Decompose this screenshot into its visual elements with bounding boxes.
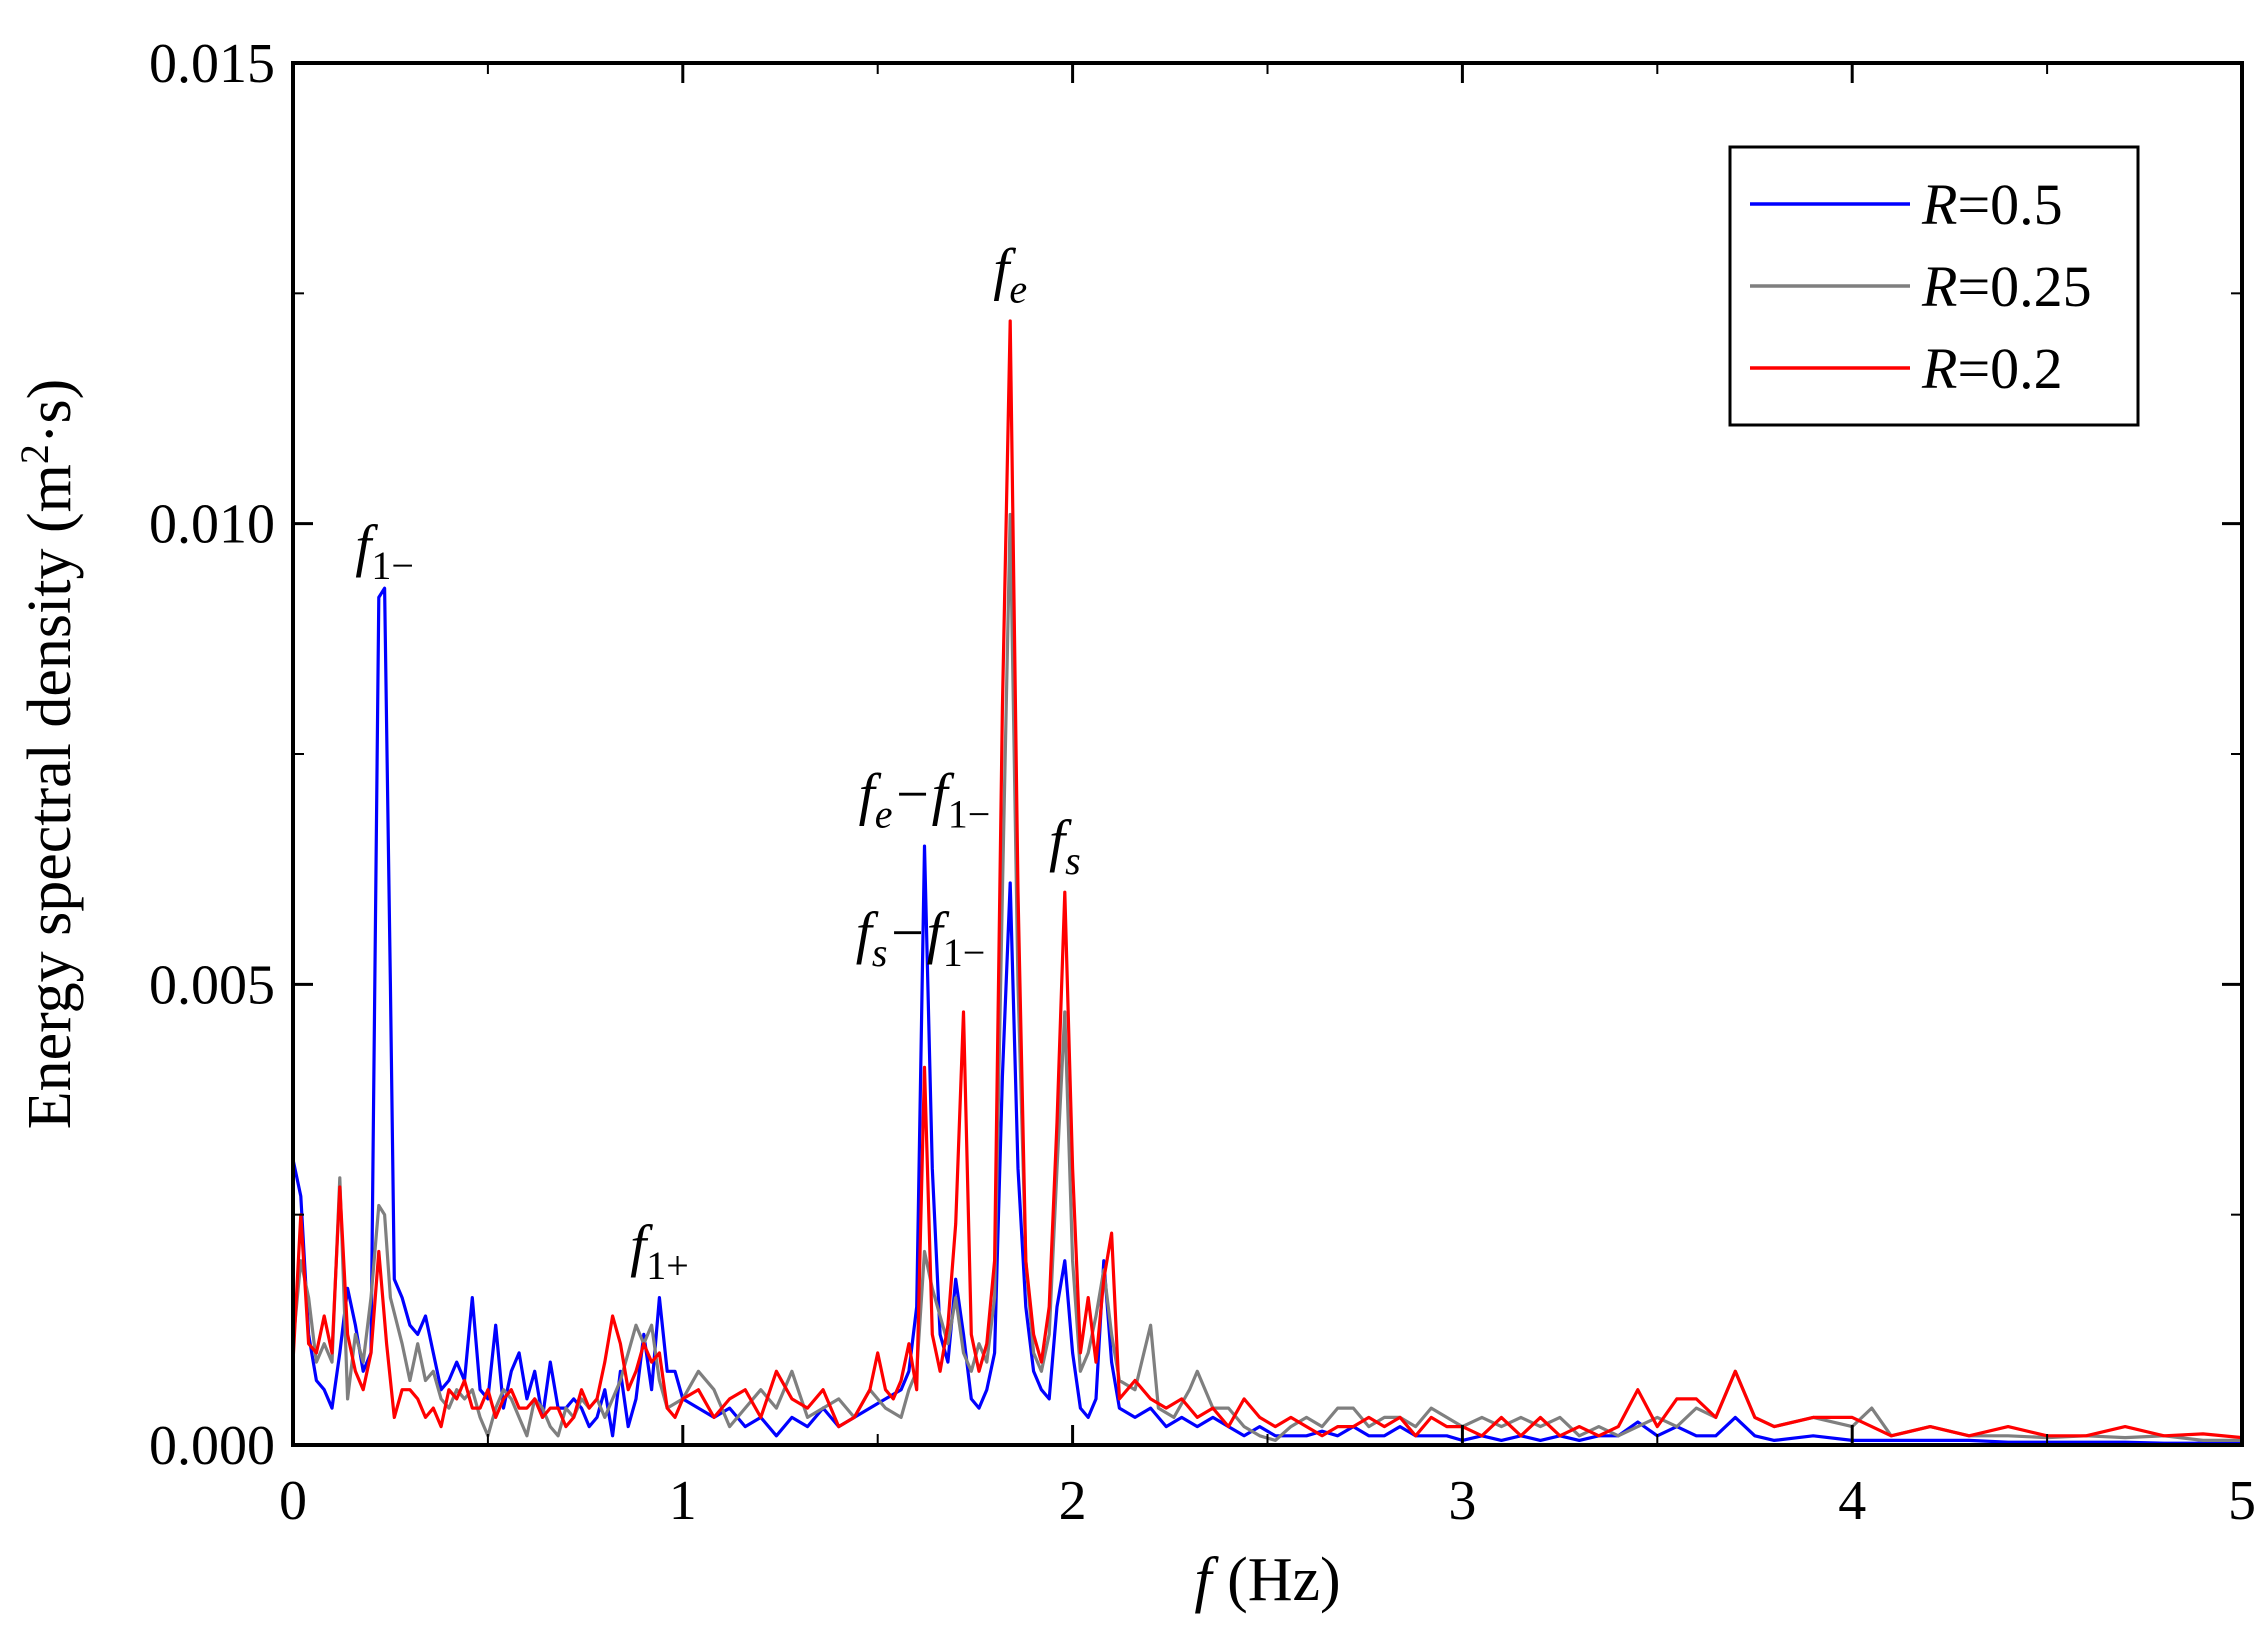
peak-annotation: f1− <box>355 513 414 588</box>
series-line-1 <box>291 586 2242 1445</box>
y-axis-title: Energy spectral density (m2·s) <box>12 379 85 1130</box>
peak-annotation: fs−f1− <box>856 900 986 975</box>
y-tick-label: 0.005 <box>149 954 275 1016</box>
x-axis-var: f <box>1194 1546 1219 1614</box>
peak-annotation: fe <box>993 237 1027 312</box>
x-tick-label: 2 <box>1059 1470 1087 1532</box>
x-axis-unit: (Hz) <box>1227 1546 1341 1614</box>
y-axis-sup: 2 <box>12 444 57 464</box>
series-line-2 <box>291 512 2242 1442</box>
legend: R=0.5 R=0.25 R=0.2 <box>1728 145 2140 427</box>
legend-label-3: R=0.2 <box>1921 336 2063 401</box>
legend-label-1: R=0.5 <box>1921 172 2063 237</box>
annotation-layer: f1− f1+ fe fe−f1− fs fs−f1− <box>355 237 1080 1289</box>
y-axis-tail: ·s) <box>16 379 84 444</box>
peak-annotation: fe−f1− <box>859 762 991 837</box>
x-tick-label: 1 <box>669 1470 697 1532</box>
series-line-3 <box>291 319 2243 1440</box>
series-layer <box>291 319 2243 1445</box>
y-tick-label: 0.010 <box>149 494 275 556</box>
peak-annotation: fs <box>1049 808 1081 883</box>
axis-layer: 0 1 2 3 4 5 0.000 0.005 0.010 0.015 <box>149 33 2256 1532</box>
x-axis-title: f (Hz) <box>1194 1546 1340 1614</box>
y-tick-label: 0.015 <box>149 33 275 95</box>
legend-label-2: R=0.25 <box>1921 254 2092 319</box>
x-tick-label: 5 <box>2228 1470 2256 1532</box>
x-tick-label: 4 <box>1838 1470 1866 1532</box>
peak-annotation: f1+ <box>630 1213 689 1288</box>
x-tick-label: 0 <box>279 1470 307 1532</box>
x-tick-label: 3 <box>1448 1470 1476 1532</box>
y-axis-text: Energy spectral density (m <box>16 464 84 1129</box>
y-tick-label: 0.000 <box>149 1415 275 1477</box>
